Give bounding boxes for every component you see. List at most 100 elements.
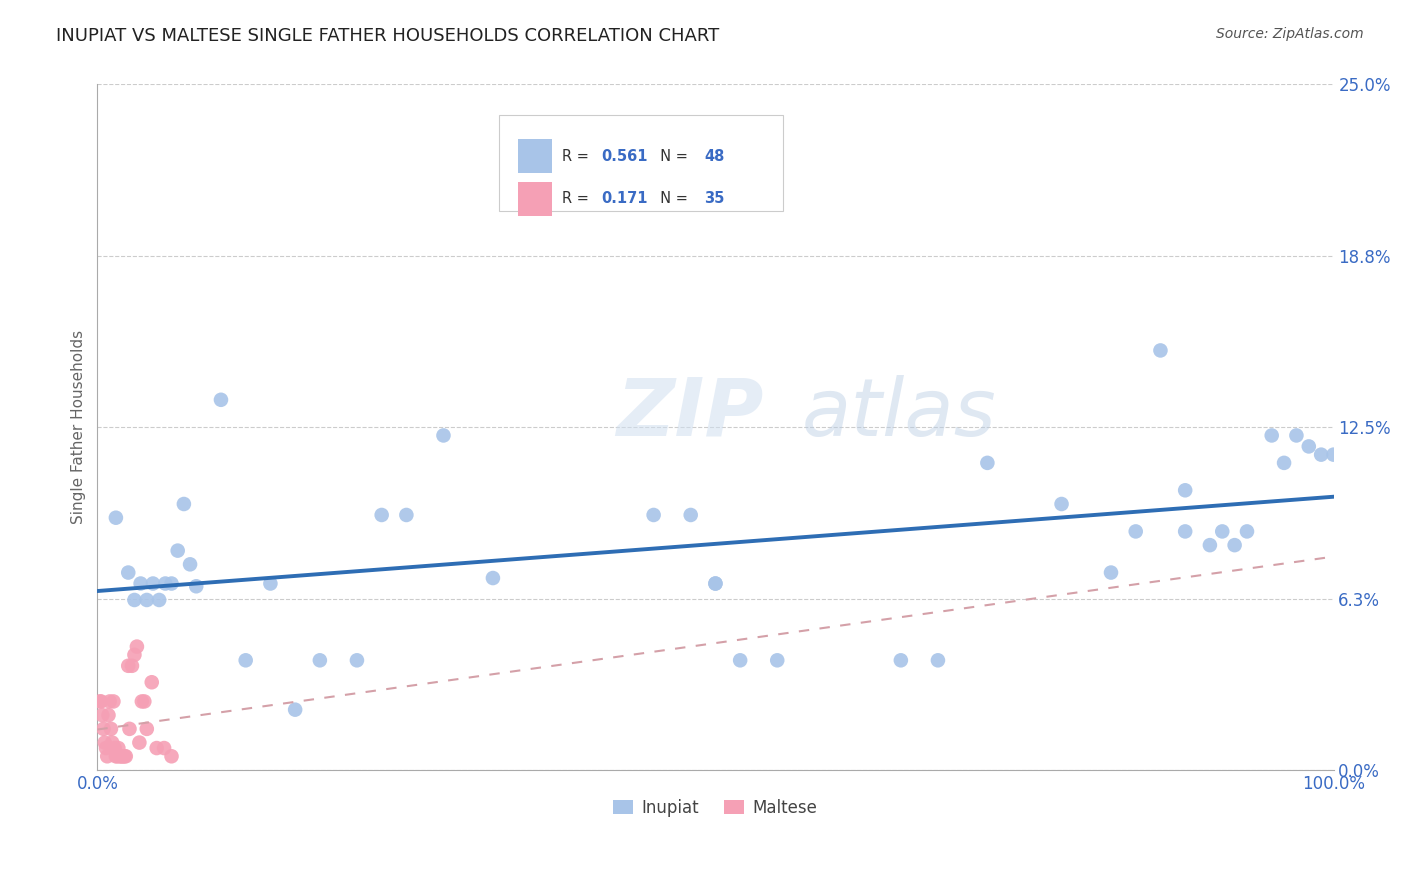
Point [890,653,912,667]
Point [284,703,307,717]
FancyBboxPatch shape [517,139,553,173]
Point [209,392,232,407]
Point [131,694,153,708]
Text: 48: 48 [704,149,724,163]
Point [155,576,177,591]
Point [118,722,141,736]
Point [124,648,146,662]
Point [142,576,165,591]
Text: N =: N = [651,192,693,206]
Point [93,722,115,736]
Point [108,749,131,764]
Point [766,653,789,667]
Text: 0.561: 0.561 [602,149,648,163]
Text: ZIP: ZIP [617,375,763,452]
Point [346,653,368,667]
Point [1298,439,1320,453]
Point [643,508,665,522]
Point [432,428,454,442]
Point [104,510,127,524]
Point [173,497,195,511]
Legend: Inupiat, Maltese: Inupiat, Maltese [606,792,824,823]
Point [1050,497,1073,511]
Point [135,593,157,607]
Point [186,579,208,593]
Point [927,653,949,667]
Point [111,749,134,764]
Point [1174,524,1197,539]
Point [103,694,125,708]
Point [1125,524,1147,539]
Point [98,694,121,708]
Point [104,741,127,756]
Text: 0.171: 0.171 [602,192,648,206]
Point [91,708,114,723]
Y-axis label: Single Father Households: Single Father Households [72,330,86,524]
Point [107,741,129,756]
FancyBboxPatch shape [499,115,783,211]
Point [148,593,170,607]
Text: R =: R = [562,149,593,163]
Point [145,741,167,756]
Text: N =: N = [651,149,693,163]
Point [179,558,201,572]
Point [141,675,163,690]
Point [1272,456,1295,470]
Point [89,694,111,708]
Point [728,653,751,667]
Point [104,749,127,764]
Point [1236,524,1258,539]
Point [704,576,727,591]
Point [135,722,157,736]
Point [976,456,998,470]
Point [1322,448,1344,462]
Point [1310,448,1333,462]
Point [110,749,132,764]
Point [308,653,330,667]
Point [117,566,139,580]
Point [235,653,257,667]
Point [160,749,183,764]
Point [160,576,183,591]
Point [1174,483,1197,498]
Point [117,658,139,673]
Text: atlas: atlas [801,375,997,452]
Point [1099,566,1122,580]
Point [259,576,281,591]
Point [1260,428,1282,442]
Point [105,749,128,764]
Point [1199,538,1222,552]
Point [166,543,188,558]
Point [370,508,392,522]
FancyBboxPatch shape [517,182,553,216]
Text: Source: ZipAtlas.com: Source: ZipAtlas.com [1216,27,1364,41]
Point [704,576,727,591]
Point [90,694,112,708]
Point [1149,343,1171,358]
Point [101,735,124,749]
Point [112,749,135,764]
Point [1211,524,1233,539]
Text: R =: R = [562,192,599,206]
Point [114,749,136,764]
Point [482,571,505,585]
Point [100,722,122,736]
Point [121,658,143,673]
Point [97,708,120,723]
Point [129,576,152,591]
Point [94,741,117,756]
Point [128,735,150,749]
Text: INUPIAT VS MALTESE SINGLE FATHER HOUSEHOLDS CORRELATION CHART: INUPIAT VS MALTESE SINGLE FATHER HOUSEHO… [56,27,720,45]
Text: 35: 35 [704,192,724,206]
Point [679,508,702,522]
Point [134,694,156,708]
Point [1223,538,1246,552]
Point [125,640,148,654]
Point [114,749,136,764]
Point [96,749,118,764]
Point [153,741,176,756]
Point [1285,428,1308,442]
Point [94,735,117,749]
Point [124,593,146,607]
Point [395,508,418,522]
